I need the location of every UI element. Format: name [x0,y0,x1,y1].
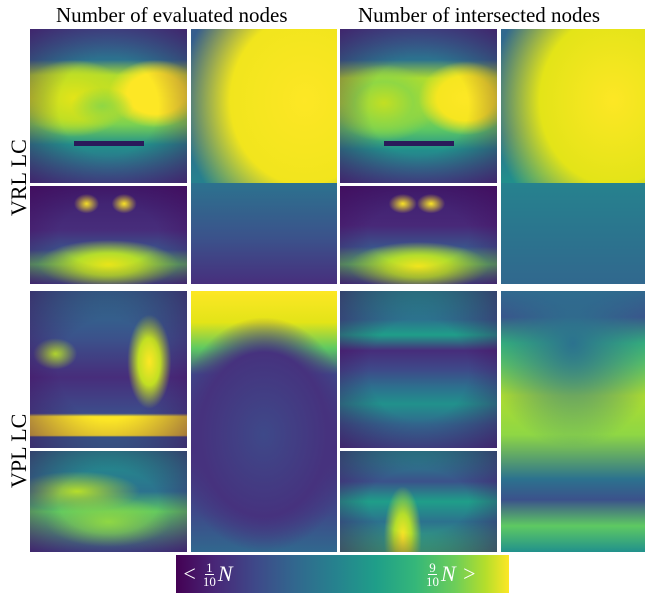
vrl-intersected-table-shape [384,141,454,146]
colorbar-low-fraction: 1 10 [203,561,216,588]
colorbar-high-suffix: > [461,561,477,586]
colorbar-low-numerator: 1 [205,559,214,575]
colorbar-low-label: < 1 10 N [182,555,233,593]
vrl-evaluated-table-shape [74,141,144,146]
colorbar-low-denominator: 10 [202,573,216,589]
vpl-intersected-dining-top [340,291,497,448]
vrl-evaluated-staircase-lower [191,183,337,284]
vpl-evaluated-living [30,451,187,552]
colorbar-high-label: 9 10 N > [424,555,477,593]
vrl-intersected-living [340,186,497,284]
vrl-evaluated-living [30,186,187,284]
vrl-evaluated-dining-top [30,29,187,183]
vpl-evaluated-dining-top [30,291,187,448]
header-evaluated-nodes: Number of evaluated nodes [56,3,288,27]
vpl-intersected-staircase [501,291,645,552]
vrl-intersected-dining-top [340,29,497,183]
vpl-intersected-living [340,451,497,552]
vpl-evaluated-staircase [191,291,337,552]
colorbar-high-fraction: 9 10 [426,561,439,588]
colorbar-high-numerator: 9 [428,559,437,575]
colorbar-high-var: N [441,561,456,586]
colorbar-low-prefix: < [182,561,197,586]
colorbar-low-var: N [217,561,233,586]
row-label-vpl-lc: VPL LC [6,413,31,488]
row-label-vrl-lc: VRL LC [6,139,31,216]
header-intersected-nodes: Number of intersected nodes [358,3,601,27]
vrl-intersected-staircase-lower [501,183,645,284]
colorbar: < 1 10 N 9 10 N > [176,555,509,593]
colorbar-high-denominator: 10 [426,573,439,589]
